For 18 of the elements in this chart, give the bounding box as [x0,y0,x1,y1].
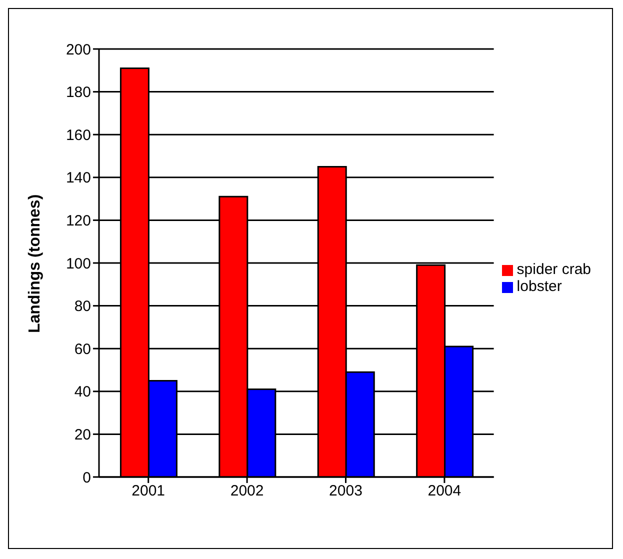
y-tick-label: 20 [74,426,91,444]
y-tick-label: 60 [74,340,91,358]
x-tick-label: 2001 [132,482,166,500]
y-tick-label: 140 [66,170,91,187]
x-tick-label: 2004 [428,482,462,500]
y-tick-label: 120 [66,212,91,230]
x-tick-label: 2002 [230,482,264,500]
legend-label: spider crab [516,261,591,278]
y-tick-label: 200 [66,41,91,58]
legend-label: lobster [516,278,562,295]
y-tick-label: 100 [66,255,91,272]
y-tick-label: 0 [82,469,91,486]
y-tick-label: 80 [74,298,91,316]
y-tick-label: 180 [66,84,91,102]
y-axis-title: Landings (tonnes) [26,194,44,333]
y-tick-label: 160 [66,126,91,144]
y-tick-label: 40 [74,384,91,401]
x-tick-label: 2003 [329,482,362,500]
